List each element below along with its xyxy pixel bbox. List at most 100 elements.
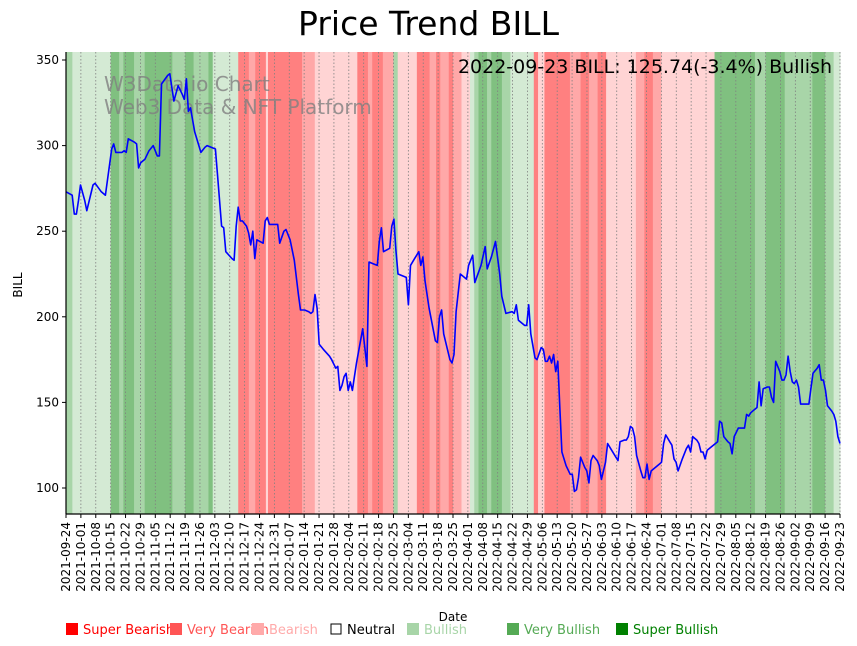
legend-label: Bearish [269,623,318,638]
band-bearish [589,52,599,514]
band-very-bullish [491,52,503,514]
watermark: W3Data.io Chart Web3 Data & NFT Platform [104,72,372,119]
axes: 2021-09-24 2021-10-01 2021-10-08 2021-10-15… [36,52,847,592]
band-very-bearish [280,52,303,514]
band-mild-bearish [538,52,545,514]
band-bullish [501,52,511,514]
x-tick-label: 2022-03-18 [431,522,445,592]
legend-marker-icon [407,623,419,635]
legend-item-very-bearish: Very Bearish [170,623,269,638]
x-tick-label: 2022-07-08 [669,522,683,592]
x-tick-label: 2022-09-23 [833,522,847,592]
band-mild-bearish [265,52,269,514]
band-very-bullish [714,52,756,514]
x-tick-label: 2022-04-29 [520,522,534,592]
x-tick-label: 2022-03-04 [401,522,415,592]
legend-marker-icon [616,623,628,635]
price-series [65,72,841,493]
band-bullish [193,52,205,514]
band-mild-bearish [397,52,418,514]
band-very-bullish [812,52,826,514]
band-bearish [453,52,463,514]
band-mild-bearish [314,52,358,514]
x-tick-label: 2022-06-03 [595,522,609,592]
band-very-bearish [533,52,539,514]
band-mild-bullish [510,52,531,514]
x-tick-label: 2022-06-10 [610,522,624,592]
x-tick-label: 2022-05-27 [580,522,594,592]
band-bullish [204,52,209,514]
x-tick-label: 2022-07-29 [714,522,728,592]
y-tick-label: 250 [36,224,59,238]
x-tick-label: 2022-01-21 [312,522,326,592]
x-axis-label: Date [439,610,468,624]
y-axis-label: BILL [11,272,25,297]
x-tick-label: 2022-03-11 [416,522,430,592]
band-bearish [652,52,662,514]
x-tick-label: 2021-10-29 [133,522,147,592]
y-tick-label: 100 [36,481,59,495]
x-tick-label: 2022-04-01 [461,522,475,592]
legend-item-super-bearish: Super Bearish [66,623,174,638]
x-tick-label: 2022-02-25 [386,522,400,592]
x-tick-label: 2022-02-11 [357,522,371,592]
x-tick-label: 2021-11-05 [148,522,162,592]
band-bullish [393,52,399,514]
band-very-bullish [208,52,214,514]
x-tick-label: 2021-12-17 [238,522,252,592]
grid-lines [65,52,841,514]
x-tick-label: 2021-11-19 [178,522,192,592]
x-tick-label: 2022-01-28 [327,522,341,592]
band-mild-bearish [461,52,471,514]
legend-label: Very Bullish [524,623,600,638]
legend-item-bullish: Bullish [407,623,467,638]
x-tick-label: 2022-05-13 [550,522,564,592]
x-tick-label: 2022-08-05 [729,522,743,592]
x-tick-label: 2022-05-06 [535,522,549,592]
band-bearish [302,52,316,514]
x-tick-label: 2022-04-22 [506,522,520,592]
x-tick-label: 2021-09-24 [59,522,73,592]
band-bearish [635,52,645,514]
x-tick-label: 2022-09-09 [803,522,817,592]
x-tick-label: 2022-01-14 [297,522,311,592]
legend: Super Bearish Very Bearish Bearish Neutral B… [66,623,718,638]
y-tick-label: 300 [36,139,59,153]
legend-marker-icon [507,623,519,635]
band-bearish [367,52,373,514]
y-tick-label: 150 [36,395,59,409]
legend-marker-icon [170,623,182,635]
band-very-bullish [155,52,173,514]
x-tick-label: 2021-11-26 [193,522,207,592]
x-tick-label: 2021-12-24 [253,522,267,592]
x-tick-label: 2021-12-31 [267,522,281,592]
legend-label: Super Bearish [83,623,174,638]
band-bearish [429,52,437,514]
x-tick-label: 2022-02-18 [372,522,386,592]
legend-item-bearish: Bearish [252,623,318,638]
x-tick-label: 2021-11-12 [163,522,177,592]
legend-label: Bullish [424,623,467,638]
band-bullish [119,52,124,514]
x-tick-label: 2022-07-15 [684,522,698,592]
chart-title: Price Trend BILL [298,4,559,43]
legend-marker-icon [330,623,342,635]
x-tick-label: 2022-03-25 [446,522,460,592]
x-tick-label: 2021-10-22 [119,522,133,592]
band-very-bearish [580,52,590,514]
band-mild-bullish [529,52,535,514]
x-tick-label: 2021-12-03 [208,522,222,592]
legend-label: Neutral [347,623,395,638]
band-mild-bullish [470,52,475,514]
x-tick-label: 2022-09-02 [788,522,802,592]
band-bullish [487,52,492,514]
band-very-bearish [644,52,654,514]
band-very-bearish [357,52,369,514]
band-bullish [825,52,835,514]
band-very-bullish [765,52,786,514]
legend-item-very-bullish: Very Bullish [507,623,600,638]
x-tick-label: 2022-06-17 [625,522,639,592]
band-bullish [754,52,767,514]
band-bearish [569,52,582,514]
